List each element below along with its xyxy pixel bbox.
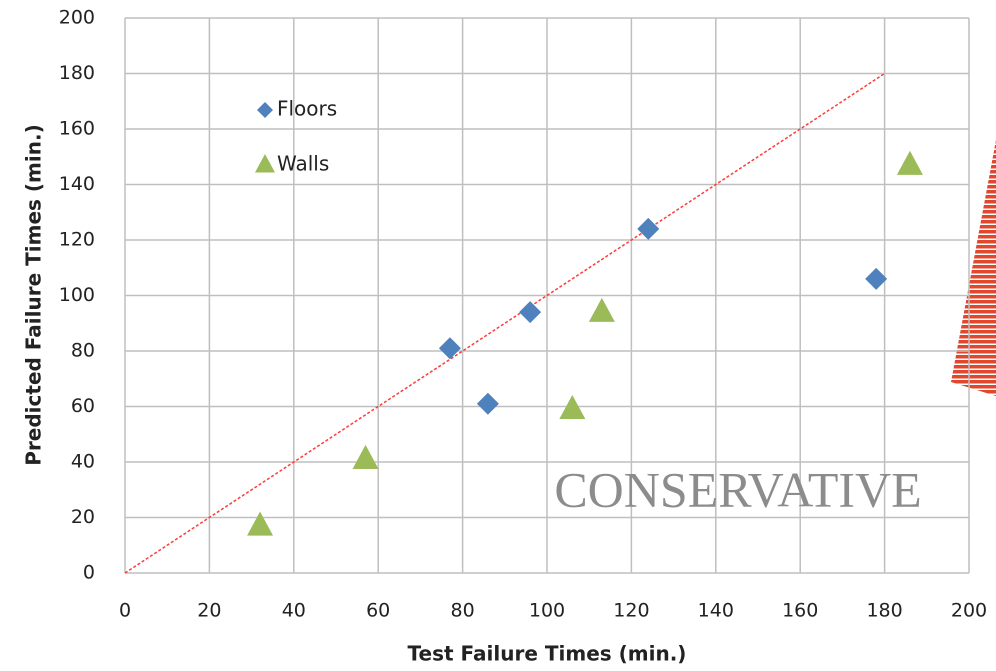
x-tick-label: 0 [119, 600, 131, 622]
legend-label: Walls [277, 152, 329, 176]
y-tick-label: 200 [59, 7, 95, 29]
point [438, 337, 461, 360]
point [247, 511, 274, 536]
x-tick-label: 80 [451, 600, 475, 622]
annotation: CONSERVATIVE [554, 461, 921, 517]
legend-marker [255, 154, 275, 173]
x-tick-label: 100 [529, 600, 565, 622]
point [519, 301, 542, 324]
x-tick-label: 20 [197, 600, 221, 622]
x-tick-label: 140 [698, 600, 734, 622]
y-tick-label: 20 [71, 506, 95, 528]
point [637, 217, 660, 240]
legend-label: Floors [277, 97, 337, 121]
x-tick-label: 180 [866, 600, 902, 622]
reference-line [124, 72, 886, 574]
y-axis-label: Predicted Failure Times (min.) [22, 124, 46, 465]
x-tick-label: 40 [282, 600, 306, 622]
y-tick-label: 40 [71, 451, 95, 473]
legend-marker [257, 102, 273, 118]
x-axis-label: Test Failure Times (min.) [408, 642, 687, 666]
y-tick-label: 120 [59, 229, 95, 251]
point [559, 394, 586, 420]
x-tick-label: 160 [782, 600, 818, 622]
point [352, 444, 379, 469]
y-tick-label: 160 [59, 118, 95, 140]
y-tick-label: 80 [71, 340, 95, 362]
y-tick-label: 0 [83, 562, 95, 584]
point [865, 267, 888, 290]
y-tick-label: 60 [71, 395, 95, 417]
point [588, 297, 615, 322]
y-tick-label: 100 [59, 284, 95, 306]
y-tick-label: 180 [59, 62, 95, 84]
x-tick-label: 60 [366, 600, 390, 622]
point [896, 150, 923, 175]
point [476, 392, 499, 415]
marks: Floors Walls [124, 72, 923, 574]
x-tick-label: 120 [613, 600, 649, 622]
decorative-shape [951, 140, 996, 396]
y-tick-label: 140 [59, 173, 95, 195]
x-tick-label: 200 [951, 600, 987, 622]
